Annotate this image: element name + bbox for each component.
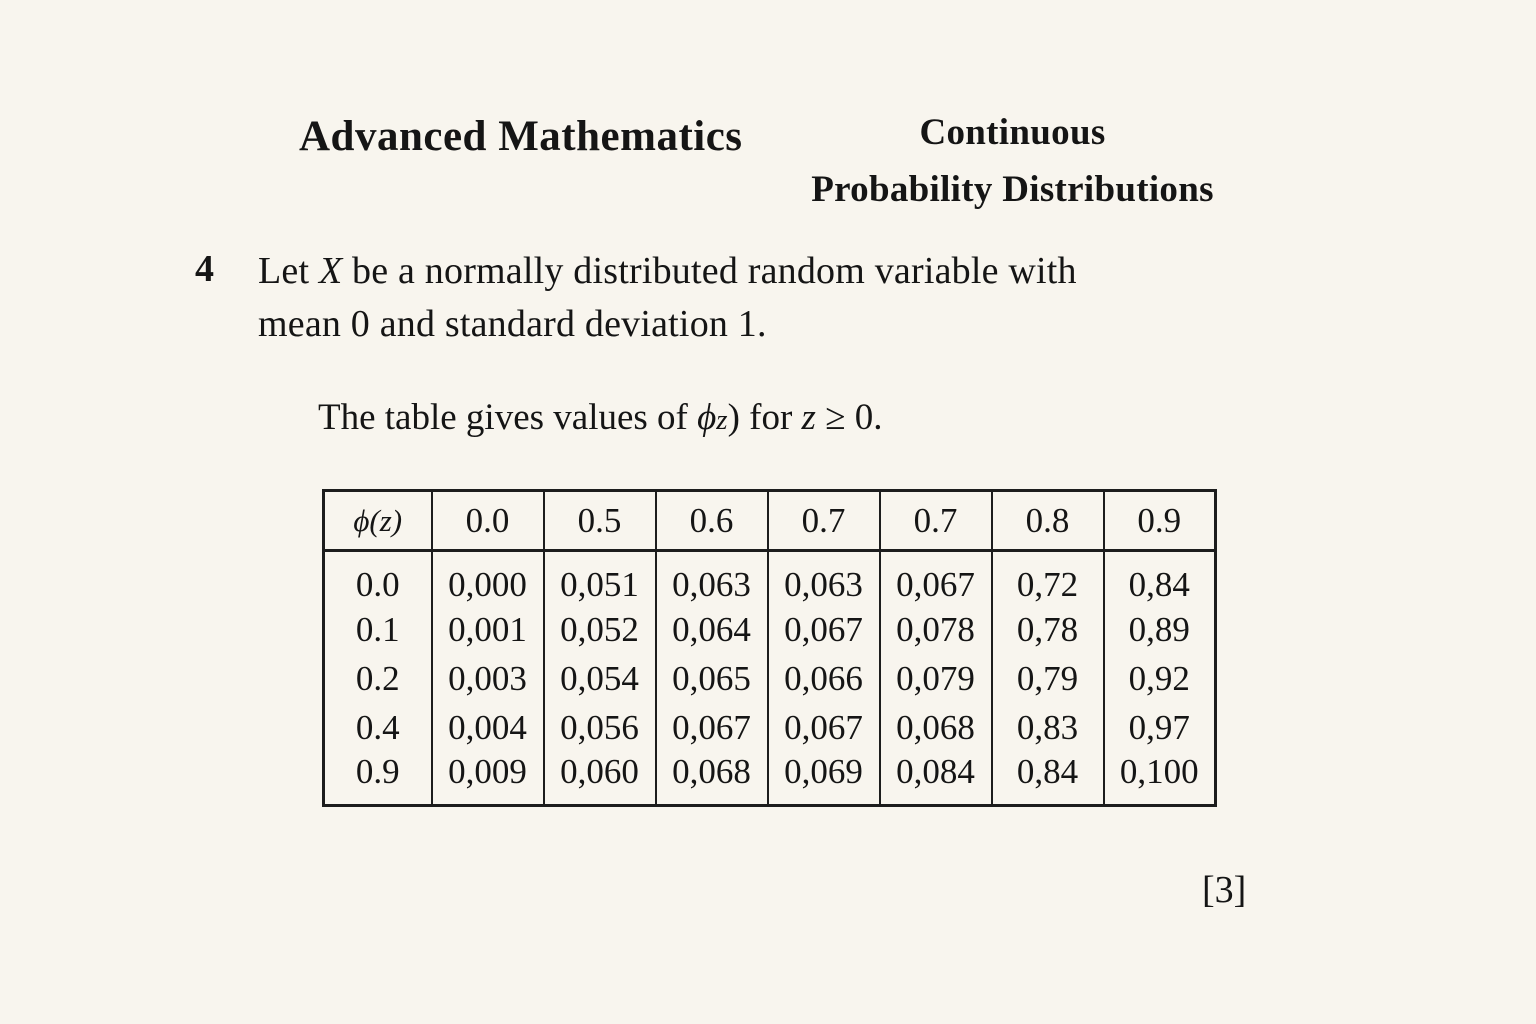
- row-z-value: 0.2: [322, 654, 433, 703]
- table-cell: 0,078: [878, 605, 993, 654]
- marks-label: [3]: [1202, 869, 1247, 911]
- table-cell: 0,063: [766, 550, 881, 605]
- table-cell: 0,067: [766, 605, 881, 654]
- phi-symbol: ϕ: [697, 397, 717, 438]
- table-cell: 0,079: [878, 654, 993, 703]
- table-row: 0.1 0,001 0,052 0,064 0,067 0,078 0,78 0,89: [322, 605, 1217, 654]
- table-cell: 0,001: [430, 605, 545, 654]
- phi-argument-z: z: [716, 404, 728, 436]
- table-cell: 0,056: [542, 703, 657, 752]
- table-cell: 0,065: [654, 654, 769, 703]
- question-variable-x: X: [318, 250, 343, 292]
- table-cell: 0,054: [542, 654, 657, 703]
- table-cell: 0,97: [1102, 703, 1217, 752]
- table-cell: 0,066: [766, 654, 881, 703]
- table-header-cell: 0.6: [654, 490, 769, 552]
- table-head: ϕ(z) 0.0 0.5 0.6 0.7 0.7 0.8 0.9: [322, 490, 1217, 552]
- question-line-1-post: be a normally distributed random variabl…: [342, 250, 1077, 292]
- table-cell: 0,060: [542, 752, 657, 806]
- row-z-value: 0.9: [322, 752, 433, 806]
- table-row: 0.4 0,004 0,056 0,067 0,067 0,068 0,83 0,97: [322, 703, 1217, 752]
- table-cell: 0,78: [990, 605, 1105, 654]
- question-line-2: mean 0 and standard deviation 1.: [258, 303, 767, 345]
- intro-mid: ) for: [727, 397, 802, 438]
- table-cell: 0,79: [990, 654, 1105, 703]
- row-z-value: 0.4: [322, 703, 433, 752]
- table-body: 0.0 0,000 0,051 0,063 0,063 0,067 0,72 0,84 0.1 0…: [322, 550, 1217, 806]
- table-cell: 0,064: [654, 605, 769, 654]
- intro-pre: The table gives values of: [318, 397, 698, 438]
- table-header-cell: 0.7: [878, 490, 993, 552]
- question-text: Let X be a normally distributed random v…: [258, 245, 1268, 351]
- topic-title: Continuous Probability Distributions: [790, 104, 1235, 218]
- phi-table: ϕ(z) 0.0 0.5 0.6 0.7 0.7 0.8 0.9 0.0 0,000 0,051 0…: [322, 489, 1217, 807]
- table-cell: 0,009: [430, 752, 545, 806]
- intro-tail: ≥ 0.: [815, 397, 883, 438]
- topic-line-1: Continuous: [919, 112, 1106, 153]
- table-cell: 0,003: [430, 654, 545, 703]
- course-title: Advanced Mathematics: [299, 113, 743, 160]
- table-row: 0.9 0,009 0,060 0,068 0,069 0,084 0,84 0,100: [322, 752, 1217, 806]
- table-header-cell: 0.0: [430, 490, 545, 552]
- table-cell: 0,052: [542, 605, 657, 654]
- table-cell: 0,067: [654, 703, 769, 752]
- table-cell: 0,004: [430, 703, 545, 752]
- table-row: 0.2 0,003 0,054 0,065 0,066 0,079 0,79 0,92: [322, 654, 1217, 703]
- table-header-cell: 0.5: [542, 490, 657, 552]
- table-cell: 0,051: [542, 550, 657, 605]
- table-header-cell: 0.9: [1102, 490, 1217, 552]
- table-cell: 0,068: [654, 752, 769, 806]
- question-number: 4: [195, 248, 214, 290]
- table-cell: 0,100: [1102, 752, 1217, 806]
- table-cell: 0,084: [878, 752, 993, 806]
- row-z-value: 0.0: [322, 550, 433, 605]
- table-cell: 0,069: [766, 752, 881, 806]
- table-header-cell: 0.7: [766, 490, 881, 552]
- table-cell: 0,067: [766, 703, 881, 752]
- table-cell: 0,84: [1102, 550, 1217, 605]
- table-cell: 0,89: [1102, 605, 1217, 654]
- table-cell: 0,000: [430, 550, 545, 605]
- table-cell: 0,83: [990, 703, 1105, 752]
- table-cell: 0,067: [878, 550, 993, 605]
- table-cell: 0,72: [990, 550, 1105, 605]
- table-cell: 0,92: [1102, 654, 1217, 703]
- row-z-value: 0.1: [322, 605, 433, 654]
- table-header-cell: 0.8: [990, 490, 1105, 552]
- z-variable: z: [801, 397, 816, 438]
- table-cell: 0,068: [878, 703, 993, 752]
- table-header-phi-z: ϕ(z): [322, 490, 433, 552]
- topic-line-2: Probability Distributions: [811, 169, 1214, 210]
- question-line-1: Let X be a normally distributed random v…: [258, 245, 1268, 298]
- table-row: 0.0 0,000 0,051 0,063 0,063 0,067 0,72 0,84: [322, 550, 1217, 605]
- table-cell: 0,063: [654, 550, 769, 605]
- table-cell: 0,84: [990, 752, 1105, 806]
- question-line-1-pre: Let: [258, 250, 319, 292]
- table-header-row: ϕ(z) 0.0 0.5 0.6 0.7 0.7 0.8 0.9: [322, 490, 1217, 552]
- table-intro: The table gives values of ϕz) for z ≥ 0.: [318, 396, 883, 439]
